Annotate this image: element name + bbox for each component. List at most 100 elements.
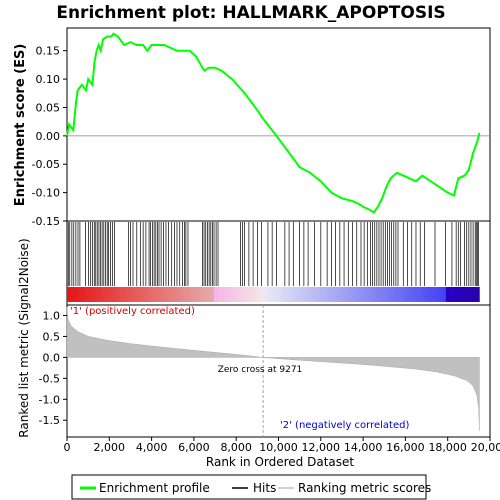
metric-y-tick-label: 1.0 bbox=[43, 309, 61, 322]
metric-color-band bbox=[74, 287, 78, 302]
metric-color-band bbox=[164, 287, 168, 302]
metric-color-band bbox=[335, 287, 338, 302]
metric-color-band bbox=[278, 287, 282, 302]
metric-color-band bbox=[304, 287, 308, 302]
metric-color-band bbox=[128, 287, 132, 302]
metric-color-band bbox=[324, 287, 328, 302]
metric-color-band bbox=[159, 287, 163, 302]
metric-color-band bbox=[139, 287, 143, 302]
metric-color-band bbox=[329, 287, 333, 302]
metric-color-band bbox=[448, 287, 452, 302]
metric-color-band bbox=[257, 287, 261, 302]
metric-color-band bbox=[363, 287, 367, 302]
metric-color-band bbox=[113, 287, 117, 302]
metric-color-band bbox=[420, 287, 424, 302]
metric-color-band bbox=[221, 287, 225, 302]
metric-color-band bbox=[123, 287, 127, 302]
x-tick-label: 10,000 bbox=[259, 441, 298, 454]
es-y-tick-label: 0.10 bbox=[36, 73, 61, 86]
metric-color-band bbox=[95, 287, 99, 302]
metric-color-band bbox=[296, 287, 300, 302]
metric-color-band bbox=[177, 287, 181, 302]
metric-color-band bbox=[366, 287, 369, 302]
x-tick-label: 20,000 bbox=[471, 441, 500, 454]
enrichment-profile-line bbox=[66, 32, 481, 214]
metric-color-band bbox=[182, 287, 186, 302]
metric-color-band bbox=[237, 287, 241, 302]
metric-color-band bbox=[219, 287, 222, 302]
metric-color-band bbox=[342, 287, 346, 302]
metric-color-band bbox=[136, 287, 140, 302]
metric-color-band bbox=[394, 287, 398, 302]
metric-color-band bbox=[273, 287, 277, 302]
metric-color-band bbox=[373, 287, 377, 302]
metric-color-band bbox=[443, 287, 447, 302]
metric-color-band bbox=[90, 287, 94, 302]
metric-color-band bbox=[469, 287, 472, 302]
metric-color-band bbox=[262, 287, 266, 302]
metric-color-band bbox=[224, 287, 228, 302]
metric-color-band bbox=[231, 287, 235, 302]
metric-color-band bbox=[412, 287, 416, 302]
metric-color-band bbox=[466, 287, 470, 302]
metric-color-band bbox=[463, 287, 467, 302]
ranking-metric-area bbox=[66, 307, 480, 431]
metric-color-band bbox=[311, 287, 315, 302]
metric-color-band bbox=[185, 287, 189, 302]
metric-color-band bbox=[252, 287, 256, 302]
metric-color-band bbox=[461, 287, 465, 302]
x-tick-label: 14,000 bbox=[344, 441, 383, 454]
es-y-tick-label: -0.15 bbox=[32, 215, 60, 228]
metric-color-band bbox=[162, 287, 166, 302]
metric-color-band bbox=[407, 287, 411, 302]
metric-color-band bbox=[378, 287, 382, 302]
metric-color-band bbox=[195, 287, 199, 302]
metric-color-band bbox=[79, 287, 83, 302]
x-tick-label: 18,000 bbox=[428, 441, 467, 454]
metric-color-band bbox=[242, 287, 246, 302]
metric-color-band bbox=[399, 287, 403, 302]
metric-color-band bbox=[121, 287, 125, 302]
metric-color-band bbox=[247, 287, 251, 302]
x-tick-label: 6,000 bbox=[178, 441, 210, 454]
metric-color-band bbox=[170, 287, 173, 302]
metric-color-band bbox=[115, 287, 119, 302]
metric-color-band bbox=[92, 287, 96, 302]
legend-box bbox=[71, 474, 427, 500]
metric-color-band bbox=[280, 287, 284, 302]
metric-color-band bbox=[389, 287, 393, 302]
metric-color-band bbox=[376, 287, 380, 302]
metric-color-band bbox=[319, 287, 323, 302]
es-y-tick-label: 0.00 bbox=[36, 130, 61, 143]
metric-color-band bbox=[471, 287, 475, 302]
hits-panel bbox=[67, 222, 480, 302]
metric-color-band bbox=[381, 287, 385, 302]
metric-color-band bbox=[244, 287, 248, 302]
metric-color-band bbox=[355, 287, 359, 302]
es-panel: 0.15 0.10 0.05 0.00 -0.05 -0.10 -0.15 bbox=[32, 32, 490, 228]
metric-color-band bbox=[69, 287, 73, 302]
metric-color-band bbox=[337, 287, 341, 302]
metric-color-band bbox=[430, 287, 434, 302]
metric-color-band bbox=[157, 287, 161, 302]
metric-color-band bbox=[198, 287, 202, 302]
metric-color-band bbox=[404, 287, 408, 302]
metric-color-band bbox=[265, 287, 269, 302]
metric-y-tick-label: -1.5 bbox=[39, 414, 60, 427]
zero-cross-label: Zero cross at 9271 bbox=[218, 365, 303, 375]
metric-color-band bbox=[458, 287, 462, 302]
metric-color-band bbox=[216, 287, 220, 302]
metric-color-band bbox=[190, 287, 194, 302]
metric-color-band bbox=[87, 287, 91, 302]
metric-color-band bbox=[371, 287, 375, 302]
metric-color-band bbox=[110, 287, 114, 302]
metric-color-band bbox=[250, 287, 253, 302]
metric-color-band bbox=[131, 287, 135, 302]
metric-color-band bbox=[67, 287, 70, 302]
metric-color-band bbox=[317, 287, 320, 302]
metric-color-band bbox=[360, 287, 364, 302]
x-tick-label: 2,000 bbox=[94, 441, 126, 454]
legend-hits-label: Hits bbox=[253, 481, 276, 495]
metric-color-band bbox=[353, 287, 356, 302]
es-y-axis-label: Enrichment score (ES) bbox=[13, 44, 28, 207]
